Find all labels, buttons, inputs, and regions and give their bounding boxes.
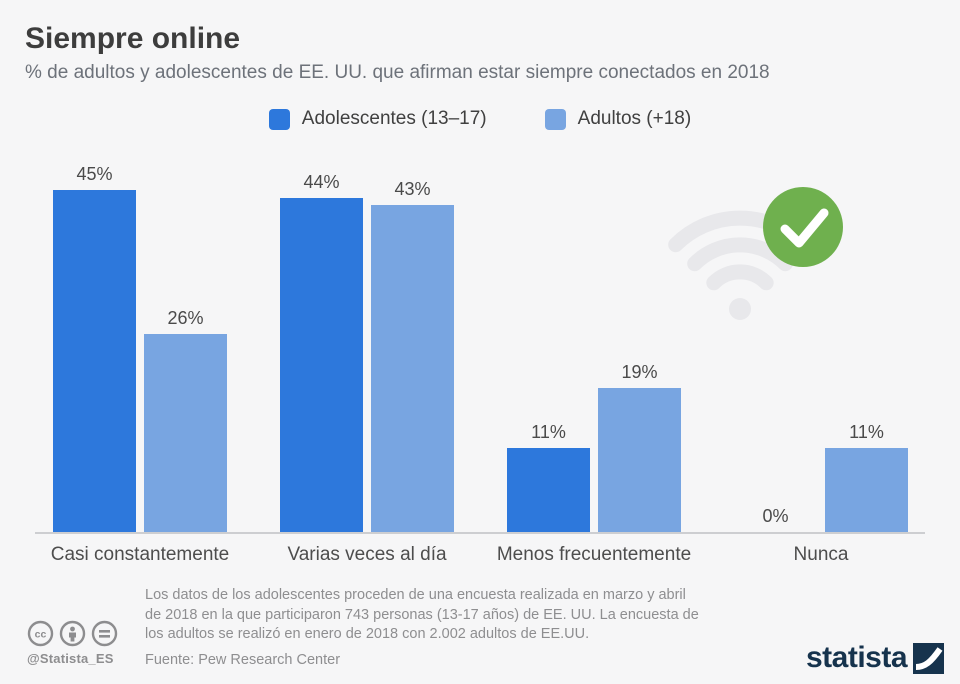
footnote-line: Los datos de los adolescentes proceden d… [145,587,686,603]
bar-adultos-0 [144,334,227,532]
category-label-2: Menos frecuentemente [496,544,692,565]
bar-adultos-2 [598,388,681,532]
legend-label: Adolescentes (13–17) [301,108,487,129]
bar-value-label: 45% [76,164,113,184]
svg-text:cc: cc [35,629,47,641]
statista-logo-icon [913,642,945,674]
bar-adolescentes-0 [53,190,136,532]
bar-adultos-1 [371,205,454,532]
footnote-line: los adultos se realizó en enero de 2018 … [145,626,590,642]
bar-value-label: 43% [394,179,431,199]
bar-adolescentes-2 [507,448,590,532]
chart-legend: Adolescentes (13–17) Adultos (+18) [0,108,960,130]
cc-nd-icon [91,620,118,647]
bar-adolescentes-1 [280,198,363,532]
statista-logo-text: statista [806,641,908,674]
bar-value-label: 44% [303,172,340,192]
source-credit: Fuente: Pew Research Center [145,652,341,668]
page-title: Siempre online [25,22,241,55]
bar-value-label: 11% [849,422,884,442]
category-label-3: Nunca [793,544,849,565]
footnote-line: de 2018 en la que participaron 743 perso… [145,606,699,623]
bar-value-label: 0% [762,506,789,526]
category-label-1: Varias veces al día [287,544,447,565]
cc-by-icon [59,620,86,647]
cc-icon: cc [27,620,54,647]
twitter-handle: @Statista_ES [27,651,114,666]
legend-swatch-adultos [544,108,566,130]
legend-item-adultos: Adultos (+18) [544,108,692,130]
page-subtitle: % de adultos y adolescentes de EE. UU. q… [25,62,770,83]
legend-label: Adultos (+18) [577,108,692,129]
bar-value-label: 19% [621,362,658,382]
bar-adultos-3 [825,448,908,532]
bar-chart: 45% 26% 44% 43% 11% 19% 0% 11% Casi constanteme… [35,152,925,597]
bar-value-label: 11% [531,422,566,442]
x-axis-line [35,532,925,534]
footnote: Los datos de los adolescentes proceden d… [145,586,793,645]
plot-area: 45% 26% 44% 43% 11% 19% 0% 11% [35,152,925,532]
license-block: cc @Statista_ES [27,620,137,666]
legend-item-adolescentes: Adolescentes (13–17) [268,108,487,130]
bar-value-label: 26% [167,308,204,328]
statista-logo: statista [806,641,945,675]
category-label-0: Casi constantemente [50,544,230,565]
wifi-check-icon [668,187,843,320]
legend-swatch-adolescentes [268,108,290,130]
